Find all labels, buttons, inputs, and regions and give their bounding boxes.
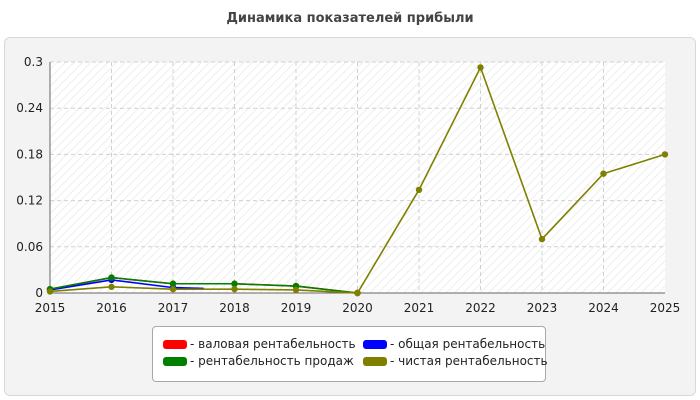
x-tick-label: 2024: [588, 301, 619, 315]
x-tick-label: 2022: [465, 301, 496, 315]
x-tick-label: 2015: [35, 301, 66, 315]
x-tick-label: 2018: [219, 301, 250, 315]
y-tick-label: 0.24: [16, 101, 43, 115]
legend-label-total-margin: - общая рентабельность: [390, 337, 546, 351]
legend-swatch-total-margin: [363, 339, 387, 349]
x-tick-label: 2020: [342, 301, 373, 315]
x-tick-label: 2023: [527, 301, 558, 315]
y-tick-label: 0.3: [24, 55, 43, 69]
y-tick-label: 0.06: [16, 240, 43, 254]
legend: - валовая рентабельность - общая рентабе…: [152, 326, 548, 382]
x-tick-label: 2016: [96, 301, 127, 315]
legend-item-gross-margin: - валовая рентабельность: [163, 337, 356, 351]
data-point-net-margin: [108, 283, 115, 291]
x-tick-label: 2017: [158, 301, 189, 315]
legend-item-total-margin: - общая рентабельность: [363, 337, 545, 351]
data-point-net-margin: [538, 235, 546, 243]
data-point-net-margin: [600, 170, 607, 177]
data-point-net-margin: [231, 285, 238, 293]
data-point-net-margin: [661, 151, 669, 158]
y-tick-label: 0: [35, 286, 43, 300]
data-point-net-margin: [477, 64, 484, 71]
data-point-sales-margin: [108, 274, 115, 281]
chart-title: Динамика показателей прибыли: [226, 11, 474, 26]
legend-label-gross-margin: - валовая рентабельность: [190, 337, 356, 351]
x-tick-label: 2019: [281, 301, 312, 315]
data-point-net-margin: [354, 289, 361, 297]
data-point-sales-margin: [169, 280, 177, 287]
y-tick-label: 0.18: [16, 147, 43, 161]
x-tick-label: 2021: [404, 301, 435, 315]
series-line-sales-margin: [49, 276, 358, 294]
legend-swatch-gross-margin: [163, 339, 187, 349]
data-point-net-margin: [46, 288, 54, 295]
data-point-net-margin: [415, 186, 423, 194]
legend-label-sales-margin: - рентабельность продаж: [190, 354, 354, 368]
data-point-sales-margin: [231, 280, 238, 287]
legend-item-sales-margin: - рентабельность продаж: [163, 354, 354, 368]
y-tick-label: 0.12: [16, 194, 43, 208]
series-line-total-margin: [49, 279, 204, 291]
legend-swatch-net-margin: [363, 356, 387, 366]
x-tick-label: 2025: [650, 301, 681, 315]
legend-swatch-sales-margin: [163, 356, 187, 366]
data-point-net-margin: [169, 285, 177, 293]
data-point-net-margin: [292, 286, 300, 294]
legend-label-net-margin: - чистая рентабельность: [390, 354, 548, 368]
legend-item-net-margin: - чистая рентабельность: [363, 354, 548, 368]
